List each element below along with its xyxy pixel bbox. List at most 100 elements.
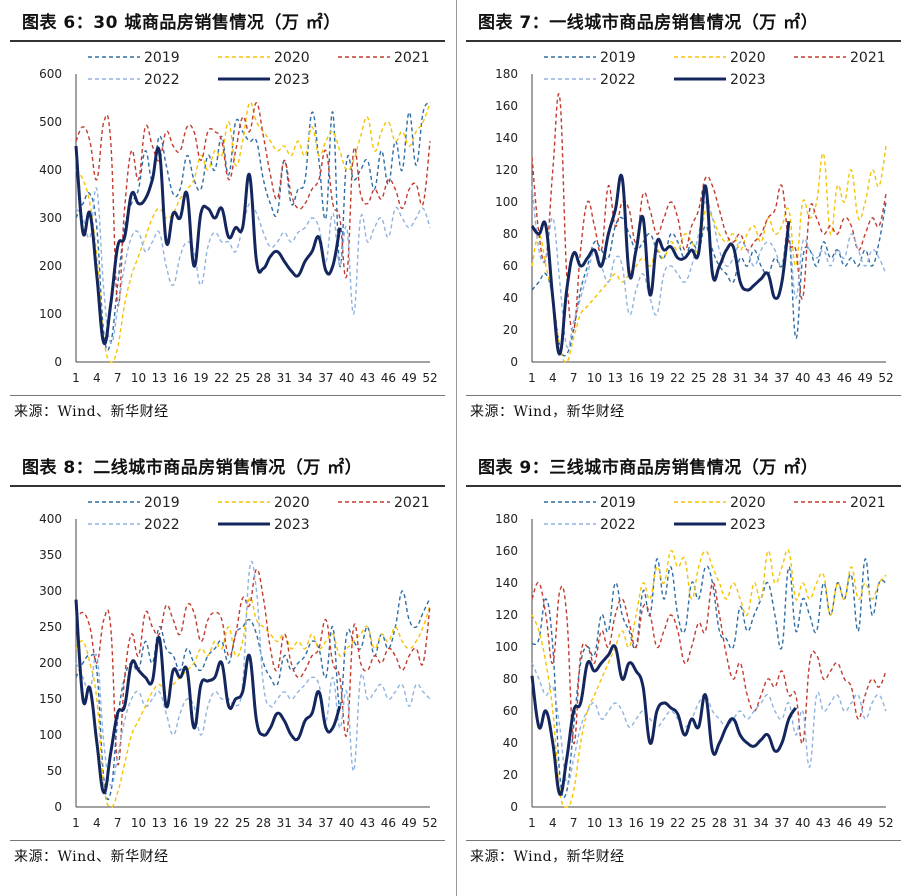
y-tick-label: 100 <box>495 195 518 209</box>
title-rule <box>10 485 445 487</box>
x-tick-label: 19 <box>649 371 664 385</box>
chart-title: 图表 7：一线城市商品房销售情况（万 ㎡） <box>478 13 819 33</box>
x-tick-label: 40 <box>339 371 354 385</box>
legend-label-2023: 2023 <box>730 72 766 88</box>
x-tick-label: 31 <box>277 371 292 385</box>
y-tick-label: 100 <box>39 307 62 321</box>
x-tick-label: 10 <box>587 371 602 385</box>
x-tick-label: 37 <box>318 816 333 830</box>
y-tick-label: 20 <box>503 323 518 337</box>
source-note: 来源：Wind、新华财经 <box>14 404 169 420</box>
x-tick-label: 43 <box>816 371 831 385</box>
source-rule <box>466 395 901 396</box>
y-tick-label: 400 <box>39 163 62 177</box>
line-chart: 0 100 200 300 400 500 600 1 4 7 10 13 16 19 22 25 28 31 34… <box>39 50 438 385</box>
legend-label-2019: 2019 <box>600 50 636 66</box>
x-tick-label: 25 <box>691 371 706 385</box>
source-note: 来源：Wind，新华财经 <box>470 849 625 865</box>
x-tick-label: 52 <box>878 816 893 830</box>
series-line-2021 <box>75 568 431 766</box>
y-tick-label: 100 <box>39 728 62 742</box>
legend-label-2020: 2020 <box>274 50 310 66</box>
x-tick-label: 34 <box>297 816 312 830</box>
x-tick-label: 7 <box>114 816 122 830</box>
title-rule <box>466 485 901 487</box>
x-tick-label: 10 <box>587 816 602 830</box>
x-tick-label: 52 <box>422 371 437 385</box>
y-tick-label: 180 <box>495 67 518 81</box>
source-note: 来源：Wind、新华财经 <box>14 849 169 865</box>
x-tick-label: 4 <box>549 371 557 385</box>
x-tick-label: 43 <box>360 816 375 830</box>
x-tick-label: 1 <box>528 816 536 830</box>
y-tick-label: 120 <box>495 608 518 622</box>
legend-label-2022: 2022 <box>144 72 180 88</box>
x-tick-label: 46 <box>381 371 396 385</box>
x-tick-label: 52 <box>878 371 893 385</box>
x-tick-label: 13 <box>152 816 167 830</box>
x-tick-label: 31 <box>733 371 748 385</box>
series-line-2022 <box>75 560 431 787</box>
chart-panel-tier1: 图表 7：一线城市商品房销售情况（万 ㎡） 0 20 40 60 80 100 120 140… <box>456 0 906 440</box>
x-tick-label: 34 <box>753 371 768 385</box>
legend-label-2022: 2022 <box>600 517 636 533</box>
series-line-2021 <box>531 581 887 744</box>
x-tick-label: 16 <box>628 371 643 385</box>
series-line-2023 <box>530 173 791 356</box>
x-tick-label: 10 <box>131 816 146 830</box>
line-chart: 0 50 100 150 200 250 300 350 400 1 4 7 10 13 16 19 22 25 2… <box>39 495 438 830</box>
source-rule <box>466 840 901 841</box>
x-tick-label: 19 <box>193 816 208 830</box>
y-tick-label: 160 <box>495 99 518 113</box>
x-tick-label: 46 <box>837 371 852 385</box>
y-tick-label: 80 <box>503 672 518 686</box>
chart-title: 图表 8：二线城市商品房销售情况（万 ㎡） <box>22 458 363 478</box>
title-rule <box>10 40 445 42</box>
y-tick-label: 20 <box>503 768 518 782</box>
x-tick-label: 31 <box>733 816 748 830</box>
y-tick-label: 60 <box>503 259 518 273</box>
series-line-2022 <box>531 185 887 349</box>
source-rule <box>10 840 445 841</box>
x-tick-label: 40 <box>795 816 810 830</box>
series-line-2023 <box>74 145 342 346</box>
x-tick-label: 46 <box>381 816 396 830</box>
x-tick-label: 4 <box>549 816 557 830</box>
series-line-2023 <box>74 599 342 795</box>
y-tick-label: 160 <box>495 544 518 558</box>
x-tick-label: 46 <box>837 816 852 830</box>
legend-label-2019: 2019 <box>144 495 180 511</box>
source-rule <box>10 395 445 396</box>
legend-label-2023: 2023 <box>730 517 766 533</box>
series-line-2021 <box>75 102 431 307</box>
x-tick-label: 25 <box>691 816 706 830</box>
series-line-2020 <box>75 101 431 364</box>
line-chart: 0 20 40 60 80 100 120 140 160 180 1 4 7 10 13 16 19 22 25 2… <box>495 50 894 385</box>
x-tick-label: 7 <box>570 371 578 385</box>
x-tick-label: 28 <box>256 816 271 830</box>
series-line-2020 <box>531 145 887 363</box>
y-tick-label: 100 <box>495 640 518 654</box>
legend-label-2022: 2022 <box>600 72 636 88</box>
y-tick-label: 50 <box>47 764 62 778</box>
x-tick-label: 37 <box>318 371 333 385</box>
y-tick-label: 300 <box>39 584 62 598</box>
x-tick-label: 16 <box>172 816 187 830</box>
legend-label-2021: 2021 <box>850 50 886 66</box>
y-tick-label: 120 <box>495 163 518 177</box>
x-tick-label: 28 <box>256 371 271 385</box>
x-tick-label: 31 <box>277 816 292 830</box>
x-tick-label: 22 <box>214 816 229 830</box>
x-tick-label: 1 <box>72 371 80 385</box>
x-tick-label: 22 <box>670 816 685 830</box>
y-tick-label: 150 <box>39 692 62 706</box>
title-rule <box>466 40 901 42</box>
y-tick-label: 200 <box>39 656 62 670</box>
x-tick-label: 49 <box>402 371 417 385</box>
series-line-2021 <box>531 93 887 332</box>
x-tick-label: 49 <box>858 371 873 385</box>
x-tick-label: 22 <box>214 371 229 385</box>
x-tick-label: 1 <box>528 371 536 385</box>
legend-label-2019: 2019 <box>144 50 180 66</box>
x-tick-label: 34 <box>297 371 312 385</box>
